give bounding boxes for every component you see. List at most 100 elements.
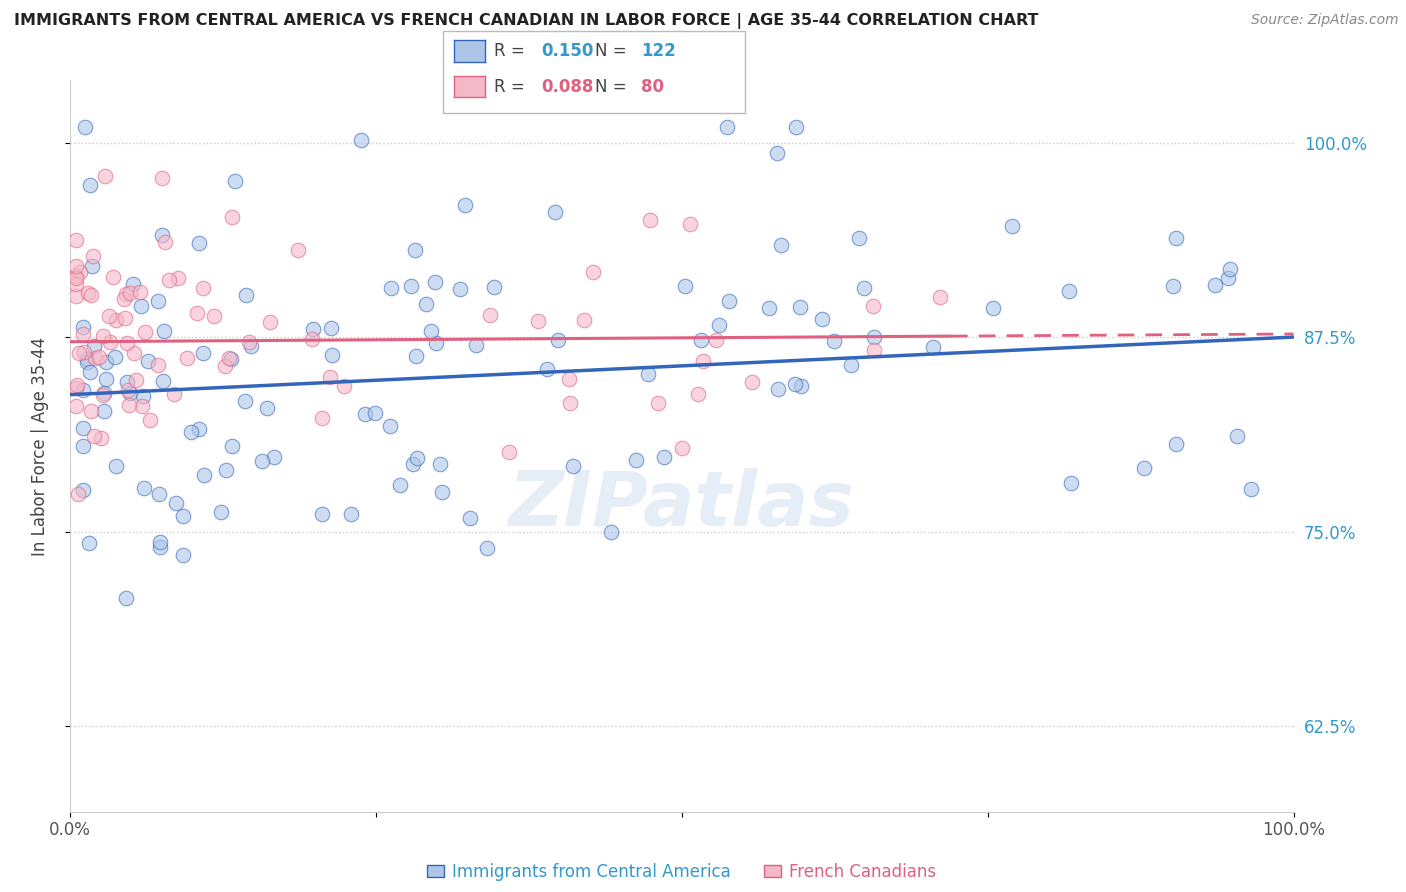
Point [419, 324, 441, 338]
Point [238, 335, 260, 350]
Point [263, 450, 285, 464]
Point [82, 249, 104, 263]
Point [94, 169, 117, 183]
Point [77, 536, 100, 550]
Point [233, 394, 256, 409]
Point [73, 344, 96, 359]
Point [138, 412, 160, 426]
Point [378, 419, 401, 434]
Y-axis label: In Labor Force | Age 35-44: In Labor Force | Age 35-44 [31, 336, 49, 556]
Point [600, 525, 623, 540]
Point [79, 365, 101, 379]
Point [150, 171, 173, 186]
Point [1216, 270, 1239, 285]
Point [811, 312, 834, 326]
Point [405, 451, 427, 466]
Point [114, 591, 136, 606]
Point [172, 549, 194, 563]
Point [758, 301, 780, 315]
Point [287, 244, 309, 258]
Point [72, 439, 94, 453]
Text: 0.088: 0.088 [541, 78, 593, 95]
Point [402, 457, 425, 471]
Point [72, 421, 94, 435]
Point [84, 351, 107, 365]
Point [157, 272, 180, 286]
Point [101, 270, 124, 285]
Point [1163, 279, 1185, 293]
Point [929, 290, 952, 304]
Point [186, 306, 208, 320]
Point [152, 374, 174, 388]
Point [340, 507, 363, 521]
Point [69, 265, 91, 279]
Point [118, 285, 141, 300]
Text: N =: N = [595, 42, 631, 60]
Point [65, 233, 87, 247]
Point [704, 333, 727, 347]
Text: ZIPatlas: ZIPatlas [509, 467, 855, 541]
Point [544, 204, 567, 219]
Point [146, 294, 169, 309]
Point [429, 457, 451, 471]
Point [131, 399, 153, 413]
Point [153, 324, 176, 338]
Point [105, 458, 128, 473]
Point [87, 351, 110, 365]
Point [115, 375, 138, 389]
Point [235, 288, 257, 302]
Point [93, 404, 115, 418]
Point [146, 359, 169, 373]
Point [150, 227, 173, 242]
Point [862, 299, 884, 313]
Point [853, 281, 876, 295]
Point [188, 421, 211, 435]
Point [72, 327, 94, 342]
Text: N =: N = [595, 78, 631, 95]
Point [80, 288, 103, 302]
Point [165, 495, 187, 509]
Point [221, 439, 243, 453]
Point [97, 310, 120, 324]
Point [94, 355, 117, 369]
Point [862, 343, 884, 357]
Point [1166, 437, 1188, 451]
Point [105, 312, 128, 326]
Point [252, 454, 274, 468]
Point [716, 120, 738, 134]
Point [558, 371, 581, 385]
Point [526, 314, 548, 328]
Point [149, 534, 172, 549]
Point [134, 325, 156, 339]
Point [117, 336, 139, 351]
Point [172, 509, 194, 524]
Point [430, 484, 453, 499]
Point [65, 271, 87, 285]
Point [224, 174, 246, 188]
Point [789, 301, 811, 315]
Point [65, 277, 87, 291]
Point [1001, 219, 1024, 233]
Point [319, 321, 342, 335]
Point [1059, 284, 1081, 298]
Point [981, 301, 1004, 316]
Point [547, 333, 569, 347]
Point [65, 289, 87, 303]
Point [118, 385, 141, 400]
Point [311, 411, 333, 425]
Point [72, 384, 94, 398]
Point [73, 120, 96, 134]
Point [176, 351, 198, 365]
Point [380, 281, 402, 295]
Point [482, 280, 505, 294]
Point [717, 294, 740, 309]
Point [1226, 429, 1249, 443]
Point [783, 376, 806, 391]
Point [65, 399, 87, 413]
Point [332, 379, 354, 393]
Point [425, 336, 447, 351]
Point [624, 452, 647, 467]
Point [363, 406, 385, 420]
Point [1133, 461, 1156, 475]
Point [399, 279, 422, 293]
